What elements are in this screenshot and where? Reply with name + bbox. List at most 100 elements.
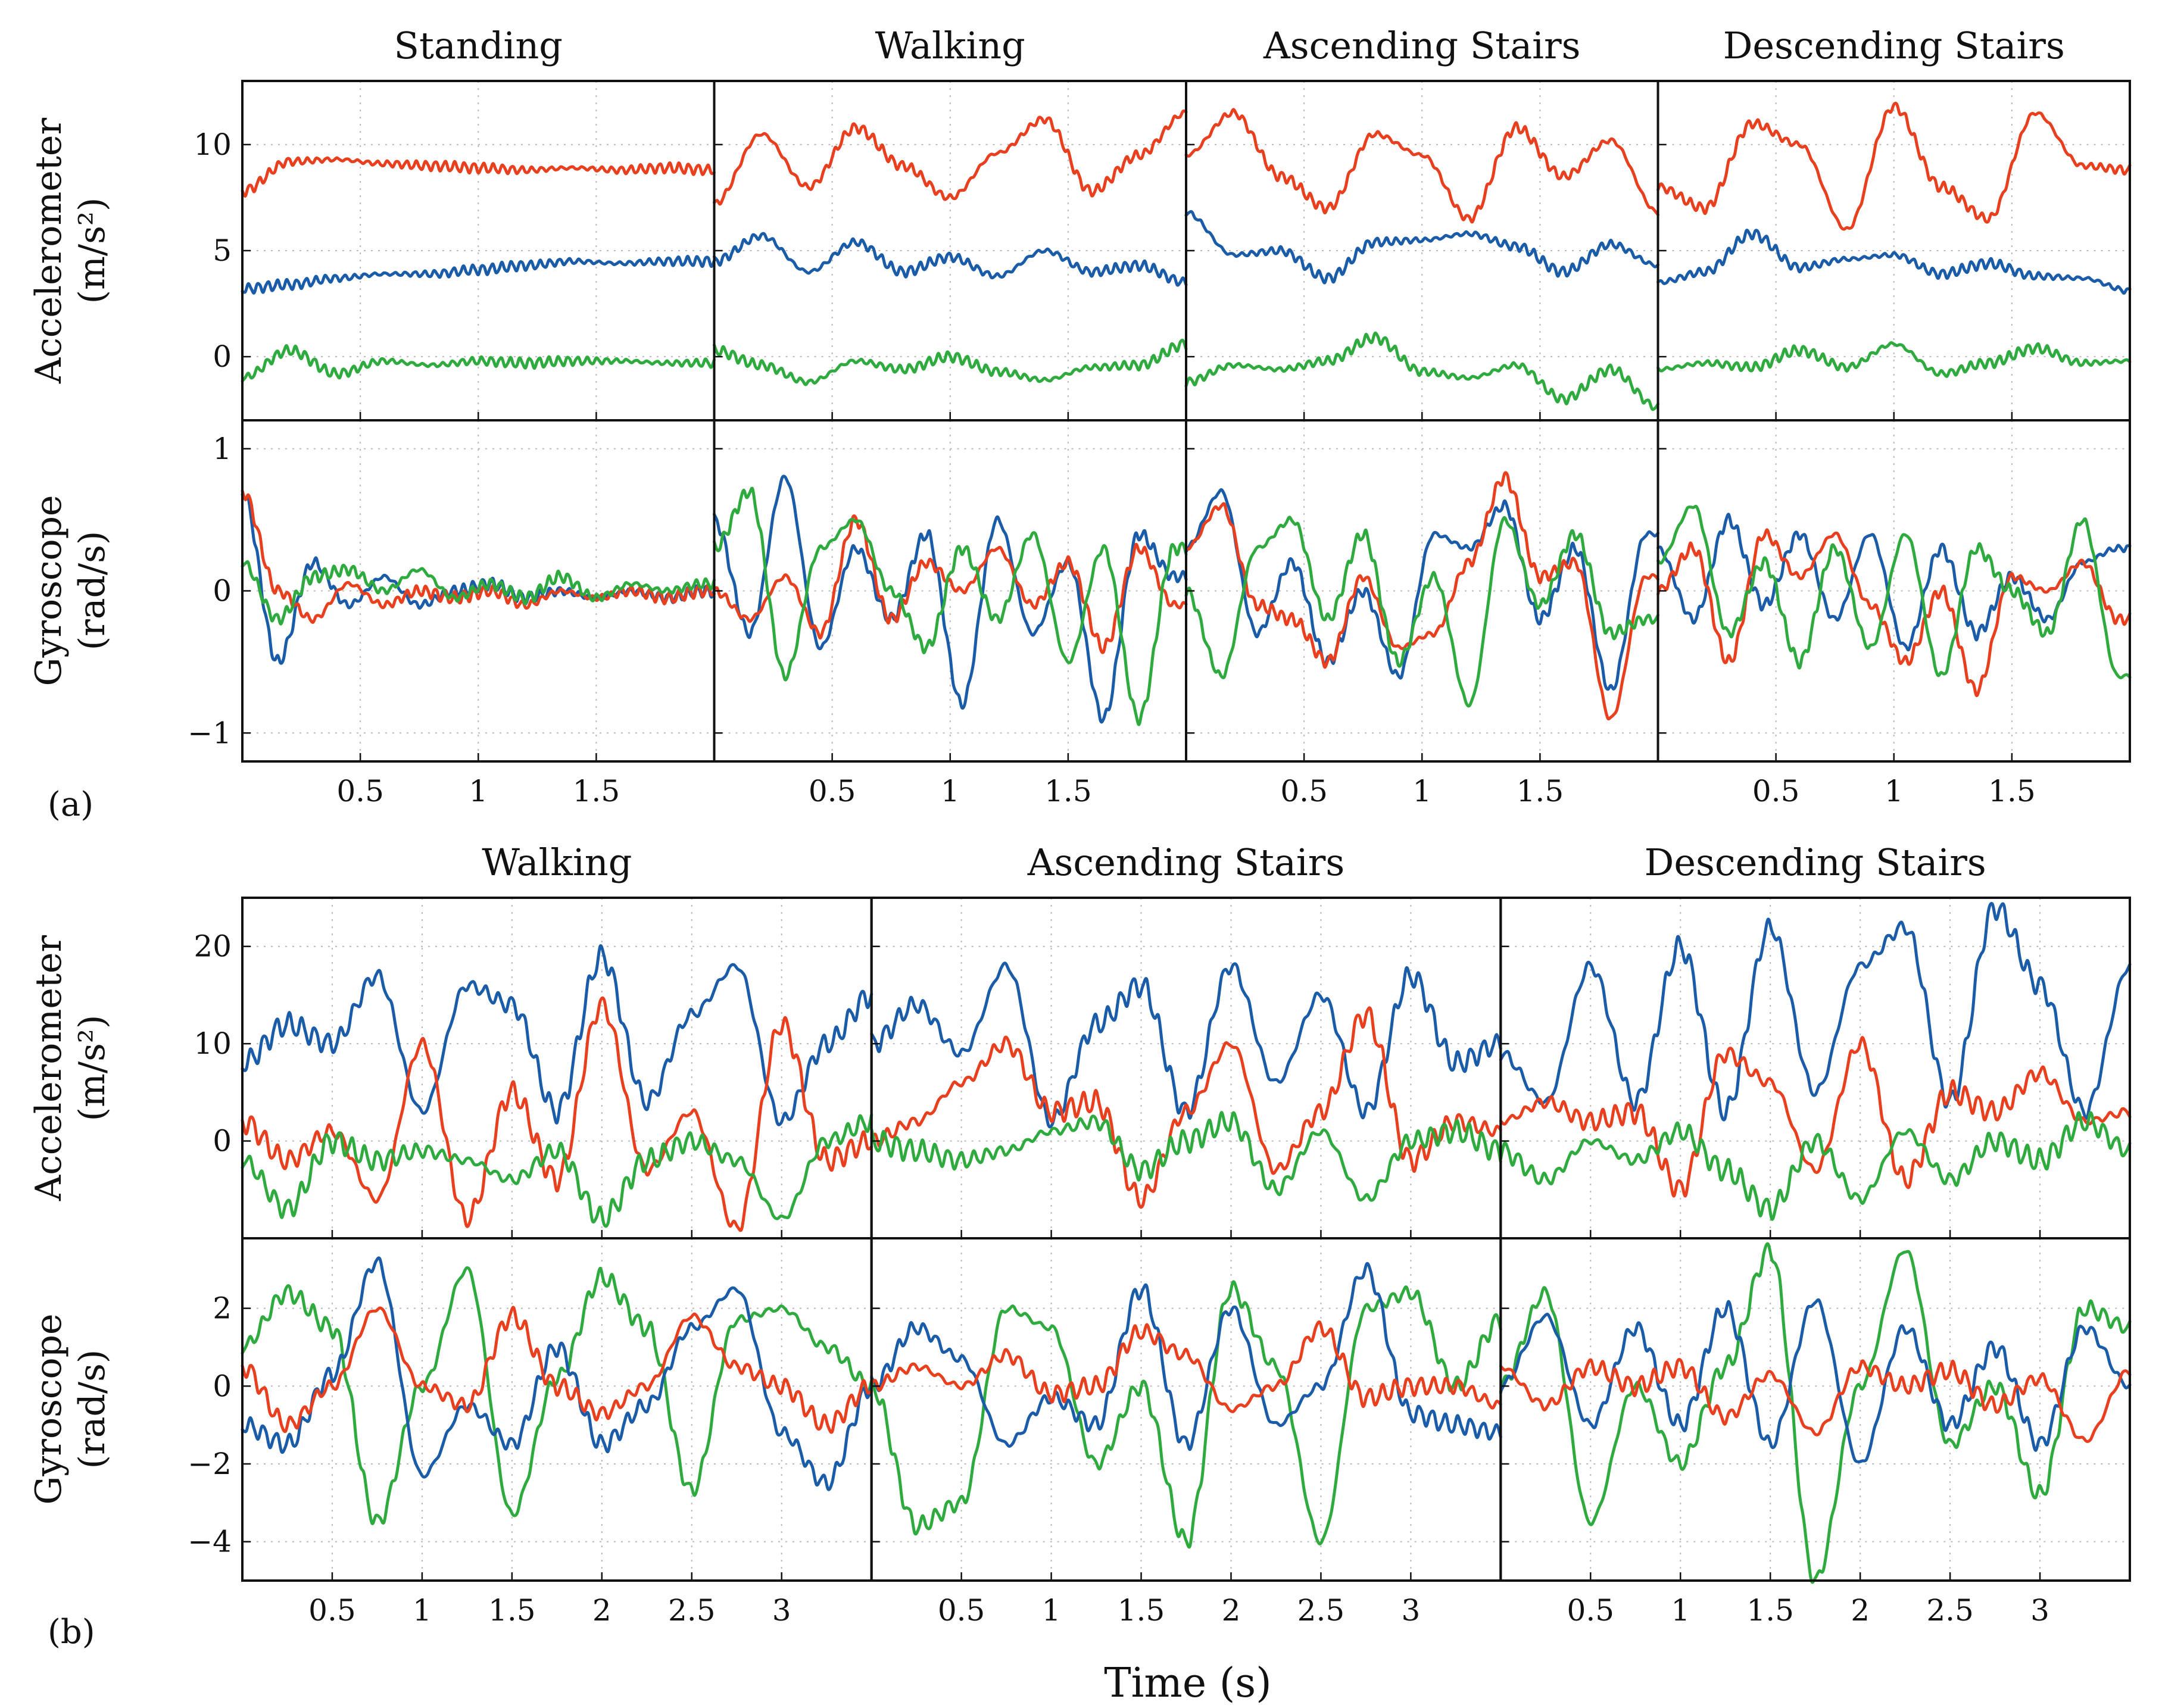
series-line-red bbox=[1656, 101, 2132, 231]
x-tick-label: 1 bbox=[941, 774, 960, 808]
series-line-red bbox=[1499, 1036, 2132, 1198]
series-line-green bbox=[870, 1111, 1502, 1202]
series-line-green bbox=[1499, 1111, 2132, 1221]
x-tick-label: 0.5 bbox=[336, 774, 384, 808]
series-line-green bbox=[1656, 504, 2132, 679]
x-tick-label: 1 bbox=[1671, 1593, 1690, 1628]
x-tick-label: 3 bbox=[2030, 1593, 2049, 1628]
subplot-title: Walking bbox=[482, 841, 632, 884]
x-tick-label: 0.5 bbox=[938, 1593, 985, 1628]
x-tick-label: 1 bbox=[1042, 1593, 1061, 1628]
series-line-red bbox=[713, 514, 1188, 654]
x-tick-label: 1.5 bbox=[1517, 774, 1564, 808]
series-line-green bbox=[713, 338, 1188, 386]
x-tick-label: 1.5 bbox=[488, 1593, 536, 1628]
series-line-blue bbox=[1656, 513, 2132, 652]
y-tick-label: 10 bbox=[194, 1026, 232, 1061]
panel-a-label: (a) bbox=[48, 785, 93, 824]
series-line-green bbox=[241, 1266, 873, 1525]
y-tick-label: −1 bbox=[188, 716, 232, 750]
series-line-green bbox=[1184, 516, 1659, 708]
y-tick-label: 0 bbox=[213, 339, 232, 374]
series-line-green bbox=[870, 1280, 1502, 1549]
series-line-blue bbox=[241, 1256, 873, 1491]
y-axis-label: Gyroscope bbox=[28, 1313, 70, 1504]
x-axis-label: Time (s) bbox=[1104, 1660, 1271, 1707]
x-tick-label: 1.5 bbox=[1118, 1593, 1165, 1628]
series-line-red bbox=[713, 109, 1188, 206]
x-tick-label: 1 bbox=[469, 774, 488, 808]
y-axis-label: Gyroscope bbox=[28, 495, 70, 686]
x-tick-label: 0.5 bbox=[1280, 774, 1328, 808]
series-line-red bbox=[870, 1006, 1502, 1209]
y-tick-label: 1 bbox=[213, 432, 232, 466]
y-tick-label: 20 bbox=[194, 929, 232, 964]
series-line-red bbox=[1656, 528, 2132, 697]
series-line-red bbox=[241, 156, 716, 198]
series-line-green bbox=[241, 1113, 873, 1228]
y-tick-label: −4 bbox=[188, 1525, 232, 1559]
x-tick-label: 0.5 bbox=[1567, 1593, 1615, 1628]
y-tick-label: 2 bbox=[213, 1291, 232, 1326]
series-line-blue bbox=[241, 944, 873, 1126]
series-line-blue bbox=[870, 1262, 1502, 1451]
series-line-red bbox=[1184, 471, 1659, 721]
subplot-frame bbox=[1499, 1237, 2131, 1582]
y-tick-label: 0 bbox=[213, 1369, 232, 1403]
series-line-blue bbox=[1184, 210, 1659, 285]
series-line-green bbox=[1184, 332, 1659, 411]
series-line-blue bbox=[713, 232, 1188, 287]
series-line-blue bbox=[241, 255, 716, 295]
x-tick-label: 2 bbox=[1222, 1593, 1241, 1628]
y-tick-label: −2 bbox=[188, 1447, 232, 1481]
x-tick-label: 1 bbox=[1885, 774, 1904, 808]
subplot-title: Walking bbox=[875, 24, 1025, 67]
x-tick-label: 0.5 bbox=[1752, 774, 1800, 808]
subplot-frame bbox=[241, 1237, 873, 1582]
y-axis-unit: (m/s²) bbox=[71, 1015, 113, 1122]
series-line-blue bbox=[1184, 488, 1659, 691]
y-tick-label: 5 bbox=[213, 233, 232, 268]
series-line-green bbox=[713, 486, 1188, 726]
series-line-green bbox=[1656, 341, 2132, 378]
x-tick-label: 2 bbox=[592, 1593, 612, 1628]
x-tick-label: 2.5 bbox=[1926, 1593, 1974, 1628]
series-line-red bbox=[241, 1306, 873, 1434]
series-line-blue bbox=[1656, 229, 2132, 295]
x-tick-label: 3 bbox=[772, 1593, 791, 1628]
series-line-blue bbox=[1499, 1298, 2132, 1464]
subplot-frame bbox=[870, 897, 1502, 1239]
x-tick-label: 1.5 bbox=[573, 774, 620, 808]
subplot-frame bbox=[1499, 897, 2131, 1239]
series-line-red bbox=[1184, 108, 1659, 224]
series-line-blue bbox=[1499, 902, 2132, 1122]
y-tick-label: 0 bbox=[213, 574, 232, 608]
x-tick-label: 1.5 bbox=[1044, 774, 1092, 808]
x-tick-label: 0.5 bbox=[308, 1593, 356, 1628]
frames-layer bbox=[241, 80, 2131, 1582]
series-line-red bbox=[241, 489, 716, 624]
x-tick-label: 3 bbox=[1401, 1593, 1420, 1628]
y-axis-label: Accelerometer bbox=[28, 935, 70, 1202]
traces-layer bbox=[241, 101, 2132, 1584]
series-line-green bbox=[241, 560, 716, 626]
panel-b-label: (b) bbox=[48, 1613, 95, 1651]
series-line-blue bbox=[870, 961, 1502, 1129]
y-tick-label: 0 bbox=[213, 1124, 232, 1159]
x-tick-label: 2.5 bbox=[1297, 1593, 1345, 1628]
y-axis-unit: (rad/s) bbox=[71, 1350, 113, 1469]
series-line-green bbox=[1499, 1242, 2132, 1584]
series-line-red bbox=[241, 996, 873, 1232]
x-tick-label: 1 bbox=[1412, 774, 1431, 808]
y-tick-label: 10 bbox=[194, 127, 232, 162]
x-tick-label: 2.5 bbox=[668, 1593, 716, 1628]
y-axis-label: Accelerometer bbox=[28, 118, 70, 385]
subplot-title: Descending Stairs bbox=[1645, 841, 1986, 884]
x-tick-label: 1.5 bbox=[1988, 774, 2036, 808]
x-tick-label: 2 bbox=[1851, 1593, 1870, 1628]
subplot-title: Standing bbox=[394, 24, 563, 67]
y-axis-unit: (rad/s) bbox=[71, 531, 113, 651]
series-line-green bbox=[241, 344, 716, 383]
